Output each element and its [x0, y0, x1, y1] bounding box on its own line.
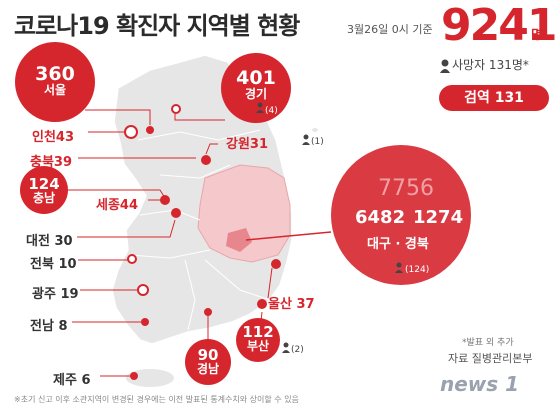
gwangju-label: 광주 19 — [32, 287, 79, 302]
gyeongnam-bubble — [185, 339, 231, 385]
jeonbuk-label: 전북 10 — [30, 257, 77, 272]
note-label: *발표 외 추가 — [462, 338, 514, 348]
footnote: ※초기 신고 이후 소관지역이 변경된 경우에는 이전 발표된 통계수치와 상이… — [14, 395, 299, 404]
connector-lines — [62, 109, 273, 377]
daegu-gyeongbuk-label: 대구 · 경북 — [367, 237, 429, 252]
page-title: 코로나19 확진자 지역별 현황 — [14, 12, 300, 40]
daegu-count: 6482 — [355, 207, 406, 228]
gangwon-deaths: (1) — [311, 137, 324, 147]
jeju-island — [126, 369, 174, 387]
person-icons — [256, 59, 450, 353]
daejeon-label: 대전 30 — [26, 234, 73, 249]
jeonnam-label: 전남 8 — [30, 319, 68, 334]
incheon-label: 인천43 — [32, 130, 75, 145]
gyeongnam-label: 90 경남 — [196, 346, 220, 376]
deaths-label: 사망자 131명* — [452, 58, 529, 72]
news1-logo: news 1 — [440, 372, 520, 396]
chungnam-label: 124 충남 — [28, 175, 60, 205]
seoul-label: 360 서울 — [35, 63, 75, 97]
total-count: 9241 — [441, 0, 557, 51]
date-label: 3월26일 0시 기준 — [347, 23, 433, 36]
ulleung-island — [312, 128, 318, 132]
daegu-gyeongbuk-total: 7756 — [378, 176, 434, 201]
chungbuk-label: 충북39 — [30, 155, 73, 170]
daegu-gyeongbuk-deaths: (124) — [405, 265, 430, 275]
gyeonggi-label: 401 경기 — [236, 67, 276, 101]
busan-label: 112 부산 — [242, 323, 274, 353]
ulsan-label: 울산 37 — [268, 297, 315, 312]
seoul-bubble — [15, 42, 95, 122]
gyeonggi-bubble — [221, 53, 291, 123]
gyeongbuk-count: 1274 — [413, 207, 464, 228]
chungnam-bubble — [20, 166, 68, 214]
busan-bubble — [236, 318, 280, 362]
source-label: 자료 질병관리본부 — [448, 352, 533, 365]
busan-deaths: (2) — [291, 345, 304, 355]
daegu-connector — [245, 231, 332, 241]
daegu-area — [226, 228, 252, 252]
gyeonggi-deaths: (4) — [265, 106, 278, 116]
total-unit: 명 — [531, 28, 543, 43]
daegu-gyeongbuk-bubble — [331, 145, 471, 285]
quarantine-badge: 검역 131 — [439, 85, 549, 111]
province-borders — [129, 129, 271, 331]
jeju-label: 제주 6 — [53, 373, 91, 388]
sejong-label: 세종44 — [96, 198, 139, 213]
gangwon-label: 강원31 — [226, 137, 269, 152]
region-markers — [124, 104, 281, 380]
